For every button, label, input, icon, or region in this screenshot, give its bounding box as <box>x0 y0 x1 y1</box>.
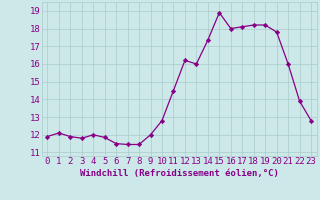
X-axis label: Windchill (Refroidissement éolien,°C): Windchill (Refroidissement éolien,°C) <box>80 169 279 178</box>
